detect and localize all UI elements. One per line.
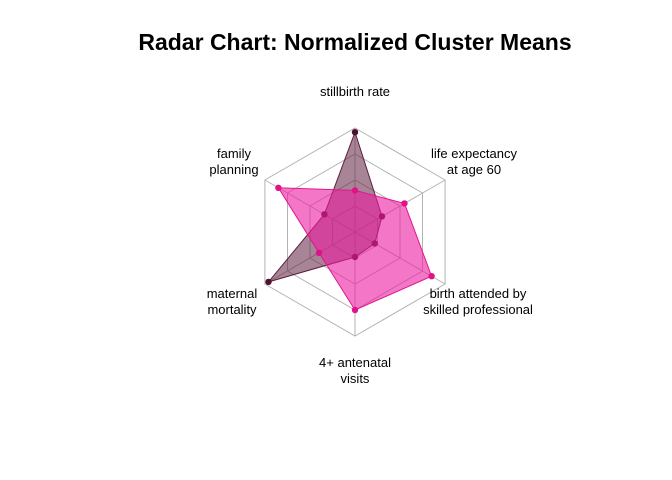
axis-label-1-line-1: at age 60 [447,162,501,177]
series-1-point-4 [265,278,272,286]
axis-label-3-line-0: 4+ antenatal [319,355,391,370]
axis-label-1: life expectancy at age 60 [431,146,517,177]
axis-label-3: 4+ antenatal visits [319,355,391,386]
axis-label-1-line-0: life expectancy [431,146,517,161]
axis-label-0-line-0: stillbirth rate [320,84,390,99]
series-2-point-0 [351,187,359,194]
axis-label-2-line-0: birth attended by [430,286,527,301]
axis-label-2: birth attended by skilled professional [423,286,533,317]
series-2-point-3 [351,306,359,314]
series-1-point-0 [351,129,359,136]
chart-title: Radar Chart: Normalized Cluster Means [138,29,571,55]
series-2-point-1 [401,200,408,207]
series-2-point-4 [315,249,323,256]
axis-label-5: family planning [209,146,258,177]
axis-label-4: maternal mortality [207,286,258,317]
axis-label-3-line-1: visits [341,371,370,386]
axis-label-4-line-0: maternal [207,286,258,301]
axis-label-2-line-1: skilled professional [423,302,533,317]
axis-label-0: stillbirth rate [320,84,390,99]
series-2-point-5 [275,184,282,191]
axis-label-5-line-0: family [217,146,251,161]
axis-label-5-line-1: planning [209,162,258,177]
series-2-point-2 [428,273,435,280]
axis-labels: stillbirth rate life expectancy at age 60 b… [207,84,533,386]
axis-label-4-line-1: mortality [207,302,257,317]
radar-series [265,129,435,314]
